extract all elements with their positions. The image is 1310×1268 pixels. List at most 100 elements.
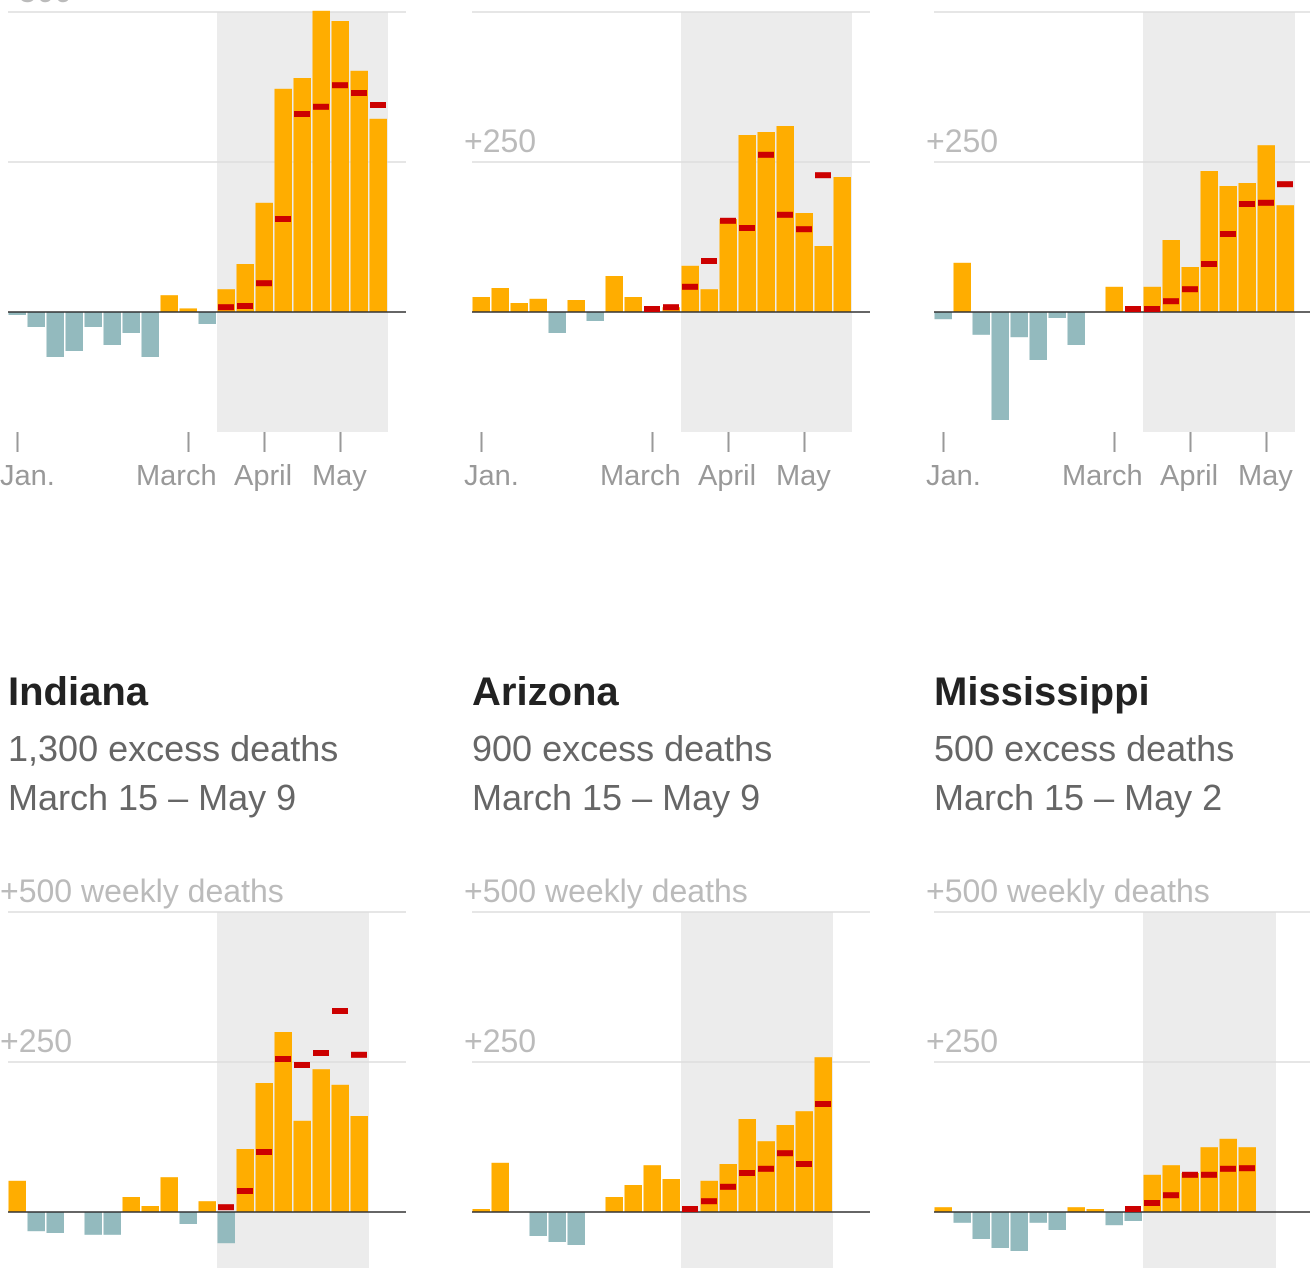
expected-marker — [720, 217, 736, 224]
expected-marker — [796, 1161, 812, 1167]
expected-marker — [1239, 1165, 1255, 1172]
week-bar — [700, 1180, 718, 1212]
week-bar — [953, 262, 971, 312]
expected-marker — [351, 1051, 367, 1058]
state-name: Arizona — [472, 670, 619, 714]
expected-marker — [701, 1198, 717, 1205]
week-bar — [1276, 205, 1294, 312]
date-range: March 15 – May 2 — [934, 777, 1222, 818]
week-bar — [1048, 1212, 1066, 1230]
x-tick-label: March — [600, 460, 681, 492]
excess-deaths-summary: 500 excess deaths — [934, 728, 1234, 769]
expected-marker — [256, 280, 272, 287]
expected-marker — [758, 151, 774, 158]
expected-marker — [332, 82, 348, 89]
week-bar — [84, 1212, 102, 1235]
gridline-label-250: +250 — [464, 1023, 536, 1059]
week-bar — [776, 126, 794, 312]
week-bar — [795, 213, 813, 312]
state-panel-5: +500 weekly deaths +250 Mississippi 500 exc… — [926, 670, 1310, 1268]
expected-marker — [1144, 1200, 1160, 1206]
week-bar — [1067, 312, 1085, 345]
expected-marker — [644, 306, 660, 312]
week-bar — [160, 1177, 178, 1212]
week-bar — [1124, 1212, 1142, 1221]
week-bar — [103, 312, 121, 345]
week-bar — [1029, 1212, 1047, 1223]
week-bar — [8, 1180, 26, 1212]
week-bar — [1143, 286, 1161, 312]
expected-marker — [237, 1188, 253, 1194]
expected-marker — [275, 1056, 291, 1062]
week-bar — [312, 1069, 330, 1212]
state-panel-0: +500 Jan. March April May — [0, 0, 406, 492]
week-bar — [776, 1125, 794, 1212]
expected-marker — [351, 90, 367, 96]
week-bar — [46, 1212, 64, 1233]
gridline-label-250: +250 — [926, 1023, 998, 1059]
week-bar — [293, 78, 311, 312]
x-tick-label: April — [698, 460, 756, 492]
expected-marker — [313, 1050, 329, 1056]
week-bar — [350, 1116, 368, 1212]
x-tick-label: March — [136, 460, 217, 492]
expected-marker — [720, 1183, 736, 1190]
week-bar — [65, 312, 83, 351]
gridline-label-500: +500 weekly deaths — [464, 873, 748, 909]
week-bar — [198, 1201, 216, 1212]
state-panel-3: +500 weekly deaths +250 Indiana 1,300 exces… — [0, 670, 406, 1268]
expected-marker — [758, 1165, 774, 1172]
week-bar — [814, 246, 832, 312]
x-tick-label: Jan. — [926, 460, 981, 492]
week-bar — [757, 132, 775, 312]
week-bar — [605, 276, 623, 312]
week-bar — [934, 312, 952, 320]
expected-marker — [1201, 1171, 1217, 1178]
expected-marker — [218, 1204, 234, 1211]
gridline-label-250: +250 — [464, 123, 536, 159]
week-bar — [510, 303, 528, 312]
week-bar — [331, 21, 349, 312]
week-bar — [972, 312, 990, 335]
week-bar — [179, 1212, 197, 1224]
week-bar — [141, 312, 159, 357]
expected-marker — [1125, 1206, 1141, 1212]
shaded-period — [681, 912, 833, 1268]
gridline-label-500: +500 — [0, 0, 72, 9]
week-bar — [198, 312, 216, 324]
expected-marker — [1163, 298, 1179, 305]
expected-marker — [370, 102, 386, 108]
expected-marker — [739, 1170, 755, 1176]
week-bar — [236, 1149, 254, 1212]
week-bar — [1029, 312, 1047, 360]
expected-marker — [275, 216, 291, 222]
expected-marker — [1163, 1192, 1179, 1199]
expected-marker — [739, 225, 755, 231]
week-bar — [567, 300, 585, 312]
expected-marker — [332, 1008, 348, 1014]
week-bar — [293, 1120, 311, 1212]
expected-marker — [796, 226, 812, 233]
x-tick-label: Jan. — [464, 460, 519, 492]
week-bar — [1181, 1173, 1199, 1212]
week-bar — [1067, 1207, 1085, 1212]
week-bar — [991, 1212, 1009, 1248]
expected-marker — [663, 304, 679, 311]
expected-marker — [682, 283, 698, 290]
state-panel-4: +500 weekly deaths +250 Arizona 900 excess … — [464, 670, 870, 1268]
week-bar — [1162, 240, 1180, 312]
week-bar — [27, 1212, 45, 1232]
state-name: Mississippi — [934, 670, 1150, 714]
week-bar — [1010, 312, 1028, 338]
week-bar — [1238, 1147, 1256, 1212]
week-bar — [472, 297, 490, 312]
week-bar — [141, 1206, 159, 1212]
expected-marker — [313, 103, 329, 110]
expected-marker — [1182, 286, 1198, 293]
week-bar — [1219, 186, 1237, 312]
week-bar — [1105, 1212, 1123, 1226]
week-bar — [662, 1179, 680, 1212]
week-bar — [160, 295, 178, 312]
week-bar — [757, 1141, 775, 1212]
week-bar — [236, 264, 254, 312]
